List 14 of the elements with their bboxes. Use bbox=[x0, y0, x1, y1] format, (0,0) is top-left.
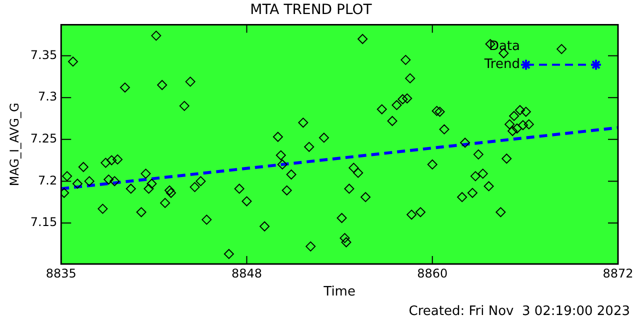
x-axis-title: Time bbox=[322, 284, 356, 300]
x-tick-label: 8848 bbox=[231, 266, 262, 280]
y-tick-label: 7.35 bbox=[30, 48, 58, 62]
y-tick-label: 7.3 bbox=[38, 90, 58, 104]
y-axis-title: MAG_I_AVG_G bbox=[7, 102, 22, 186]
y-tick-label: 7.25 bbox=[30, 132, 58, 146]
legend-label: Trend bbox=[483, 57, 520, 72]
y-tick-label: 7.2 bbox=[38, 173, 58, 188]
x-tick-label: 8872 bbox=[602, 266, 634, 280]
text: Created: Fri Nov 3 02:19:00 2023 bbox=[408, 304, 630, 319]
y-tick-label: 7.15 bbox=[30, 215, 58, 230]
x-tick-label: 8860 bbox=[417, 266, 448, 280]
chart-title: MTA TREND PLOT bbox=[250, 2, 372, 18]
x-tick-label: 8835 bbox=[46, 266, 76, 280]
